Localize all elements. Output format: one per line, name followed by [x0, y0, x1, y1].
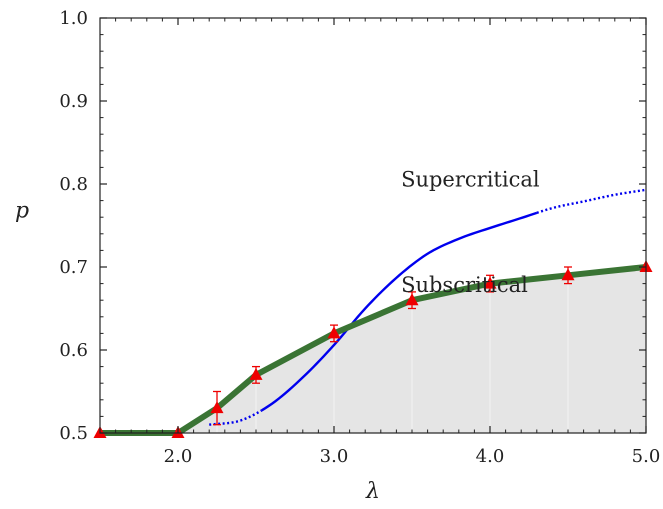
y-tick-label: 0.5 [59, 423, 88, 444]
y-tick-label: 1.0 [59, 8, 88, 29]
subcritical-region [100, 267, 646, 433]
chart-text: λ p Supercritical Subscritical 2.0 3.0 4.0… [15, 8, 660, 504]
x-tick-label: 4.0 [476, 446, 505, 467]
y-axis-label: p [15, 199, 29, 224]
subcritical-fill [100, 267, 646, 433]
data-point-marker [561, 268, 575, 281]
vertical-guide-lines [216, 275, 569, 433]
x-tick-label: 3.0 [320, 446, 349, 467]
data-point-marker [405, 293, 419, 306]
y-tick-label: 0.7 [59, 257, 88, 278]
data-point-marker [483, 276, 497, 289]
critical-curve-dotted-end [536, 188, 647, 214]
x-tick-label: 2.0 [164, 446, 193, 467]
y-tick-label: 0.6 [59, 340, 88, 361]
critical-curve [260, 211, 538, 412]
data-point-marker [210, 401, 224, 414]
x-axis-label: λ [365, 479, 380, 504]
annotation-supercritical: Supercritical [401, 167, 540, 191]
critical-curve-dotted-start [209, 409, 263, 426]
y-tick-label: 0.8 [59, 174, 88, 195]
data-point-marker [327, 326, 341, 339]
axes [99, 17, 647, 434]
x-tick-label: 5.0 [632, 446, 661, 467]
annotation-subcritical: Subscritical [401, 273, 528, 297]
series-layer [93, 188, 653, 438]
data-point-marker [249, 367, 263, 380]
y-tick-label: 0.9 [59, 91, 88, 112]
plot-frame [99, 17, 647, 434]
